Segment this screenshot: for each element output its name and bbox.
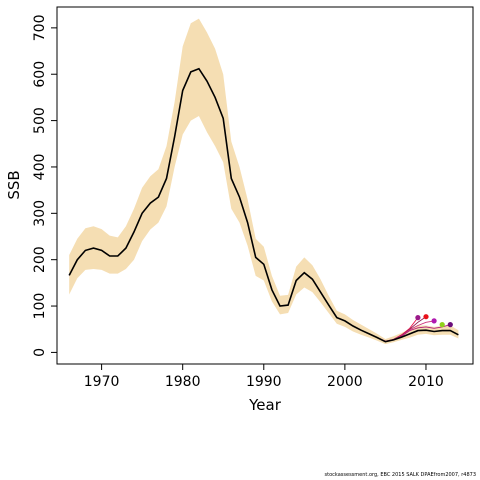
x-tick-label: 1990 [246, 374, 282, 390]
terminal-point-2010 [423, 314, 429, 320]
y-tick-label: 700 [32, 14, 48, 41]
y-tick-label: 600 [32, 61, 48, 88]
y-tick-label: 100 [32, 293, 48, 320]
y-tick-label: 400 [32, 154, 48, 181]
confidence-band [69, 18, 459, 345]
y-tick-label: 500 [32, 107, 48, 134]
y-axis-title: SSB [5, 170, 23, 199]
y-tick-label: 0 [32, 348, 48, 357]
footer-credit: stockassessment.org, EBC 2015 SALK DPAEf… [324, 472, 476, 478]
terminal-point-2011 [431, 318, 437, 324]
terminal-point-2012 [439, 322, 445, 328]
y-tick-label: 200 [32, 246, 48, 273]
terminal-point-2009 [415, 315, 421, 321]
y-tick-label: 300 [32, 200, 48, 227]
x-axis: 1970 1980 1990 2000 2010 [84, 363, 444, 390]
x-axis-title: Year [248, 396, 282, 414]
y-axis: 0 100 200 300 400 500 600 700 [32, 14, 57, 357]
x-tick-label: 2010 [408, 374, 444, 390]
x-tick-label: 2000 [327, 374, 363, 390]
x-tick-label: 1980 [165, 374, 201, 390]
ssb-estimate-line [68, 67, 459, 343]
x-tick-label: 1970 [84, 374, 120, 390]
terminal-points [415, 314, 453, 328]
terminal-point-2013 [447, 322, 453, 328]
